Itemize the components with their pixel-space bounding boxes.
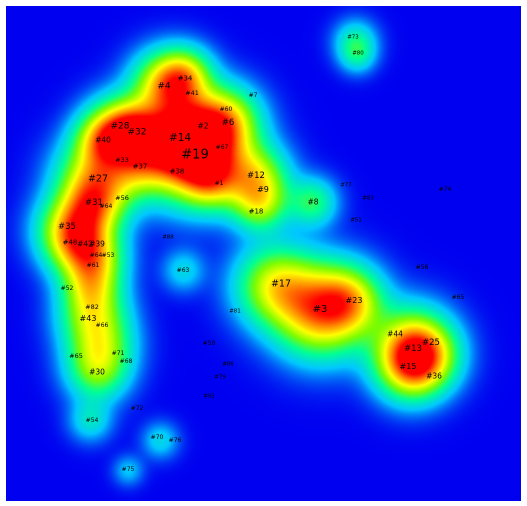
heatmap-canvas[interactable]	[6, 6, 521, 501]
